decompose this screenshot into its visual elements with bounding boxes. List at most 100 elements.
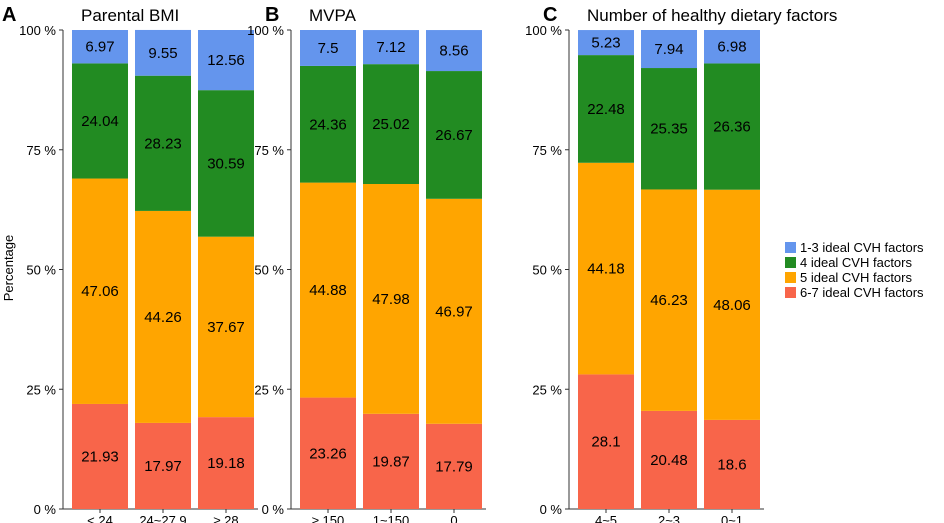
segment-value-label: 44.26 [144,309,182,326]
bar-segment [363,30,419,65]
bar-segment [300,30,356,66]
segment-value-label: 8.56 [439,43,468,60]
bar-segment [135,29,191,76]
legend-label: 6-7 ideal CVH factors [800,285,924,300]
bar-segment [363,413,419,509]
segment-value-label: 28.23 [144,135,182,152]
segment-value-label: 21.93 [81,448,119,465]
segment-value-label: 7.94 [654,41,683,58]
bar-segment [578,374,634,509]
y-tick-label: 50 % [26,263,56,278]
segment-value-label: 48.06 [713,297,751,314]
segment-value-label: 47.06 [81,283,119,300]
bar-segment [198,90,254,237]
x-category-label: ≥ 150 [312,513,344,523]
y-tick-label: 0 % [34,502,57,517]
bar-segment [72,178,128,404]
y-tick-label: 100 % [19,23,56,38]
bar-segment [578,55,634,163]
bar-segment [704,189,760,420]
panel-title: Number of healthy dietary factors [587,6,837,25]
bar-segment [300,397,356,509]
panel-letter: C [543,4,557,26]
segment-value-label: 26.67 [435,127,473,144]
bar-segment [135,75,191,211]
panel-title: MVPA [309,6,357,25]
segment-value-label: 24.36 [309,116,347,133]
y-tick-label: 50 % [254,263,284,278]
bar-segment [72,30,128,64]
bar-segment [426,30,482,72]
x-category-label: 2~3 [658,513,680,523]
segment-value-label: 17.79 [435,458,473,475]
segment-value-label: 46.97 [435,303,473,320]
x-category-label: 0 [450,513,457,523]
bar-segment [578,162,634,375]
bar-segment [72,403,128,509]
segment-value-label: 22.48 [587,101,625,118]
segment-value-label: 20.48 [650,452,688,469]
bar-segment [641,189,697,411]
panel-title: Parental BMI [81,6,179,25]
segment-value-label: 18.6 [717,456,746,473]
x-category-label: 0~1 [721,513,743,523]
y-axis-label: Percentage [1,235,16,302]
bar-segment [198,417,254,509]
legend-swatch [785,257,796,268]
bar-segment [426,71,482,199]
y-tick-label: 25 % [26,382,56,397]
panel-letter: B [265,4,279,26]
segment-value-label: 44.88 [309,282,347,299]
panel-letter: A [2,4,16,26]
bar-segment [135,210,191,423]
bar-segment [198,30,254,91]
bar-segment [363,64,419,184]
panel-b: B MVPA 0 % 25 % 50 % 75 % 100 % 23.26 44.88 24.36… [247,4,486,523]
segment-value-label: 7.5 [318,40,339,57]
segment-value-label: 17.97 [144,458,182,475]
bar-segment [72,63,128,179]
y-tick-label: 0 % [540,502,563,517]
segment-value-label: 47.98 [372,291,410,308]
bar-segment [641,68,697,190]
y-tick-label: 75 % [254,143,284,158]
y-tick-label: 0 % [262,502,285,517]
bar-segment [300,182,356,398]
y-tick-label: 50 % [532,263,562,278]
bar-segment [641,30,697,69]
segment-value-label: 46.23 [650,292,688,309]
segment-value-label: 28.1 [591,434,620,451]
segment-value-label: 23.26 [309,445,347,462]
segment-value-label: 9.55 [148,45,177,62]
segment-value-label: 6.98 [717,39,746,56]
bar-segment [135,422,191,509]
segment-value-label: 37.67 [207,319,245,336]
panel-c: C Number of healthy dietary factors 0 % 25 … [525,4,837,523]
segment-value-label: 6.97 [85,39,114,56]
legend-swatch [785,272,796,283]
segment-value-label: 30.59 [207,155,245,172]
x-category-label: ≥ 28 [213,513,238,523]
legend-label: 1-3 ideal CVH factors [800,240,924,255]
y-tick-label: 75 % [532,143,562,158]
y-tick-label: 25 % [532,382,562,397]
y-tick-label: 100 % [247,23,284,38]
bar-segment [300,65,356,183]
bar-segment [426,423,482,509]
segment-value-label: 12.56 [207,52,245,69]
segment-value-label: 26.36 [713,119,751,136]
bar-segment [363,183,419,414]
bar-segment [198,236,254,418]
y-tick-label: 100 % [525,23,562,38]
panel-a: A Parental BMI 0 % 25 % 50 % 75 % 100 % 21.93 47… [2,4,258,523]
x-category-label: < 24 [87,513,113,523]
segment-value-label: 19.87 [372,453,410,470]
bar-segment [641,410,697,509]
legend-label: 4 ideal CVH factors [800,255,912,270]
x-category-label: 4~5 [595,513,617,523]
bar-segment [704,419,760,509]
legend-swatch [785,287,796,298]
bar-segment [426,198,482,424]
